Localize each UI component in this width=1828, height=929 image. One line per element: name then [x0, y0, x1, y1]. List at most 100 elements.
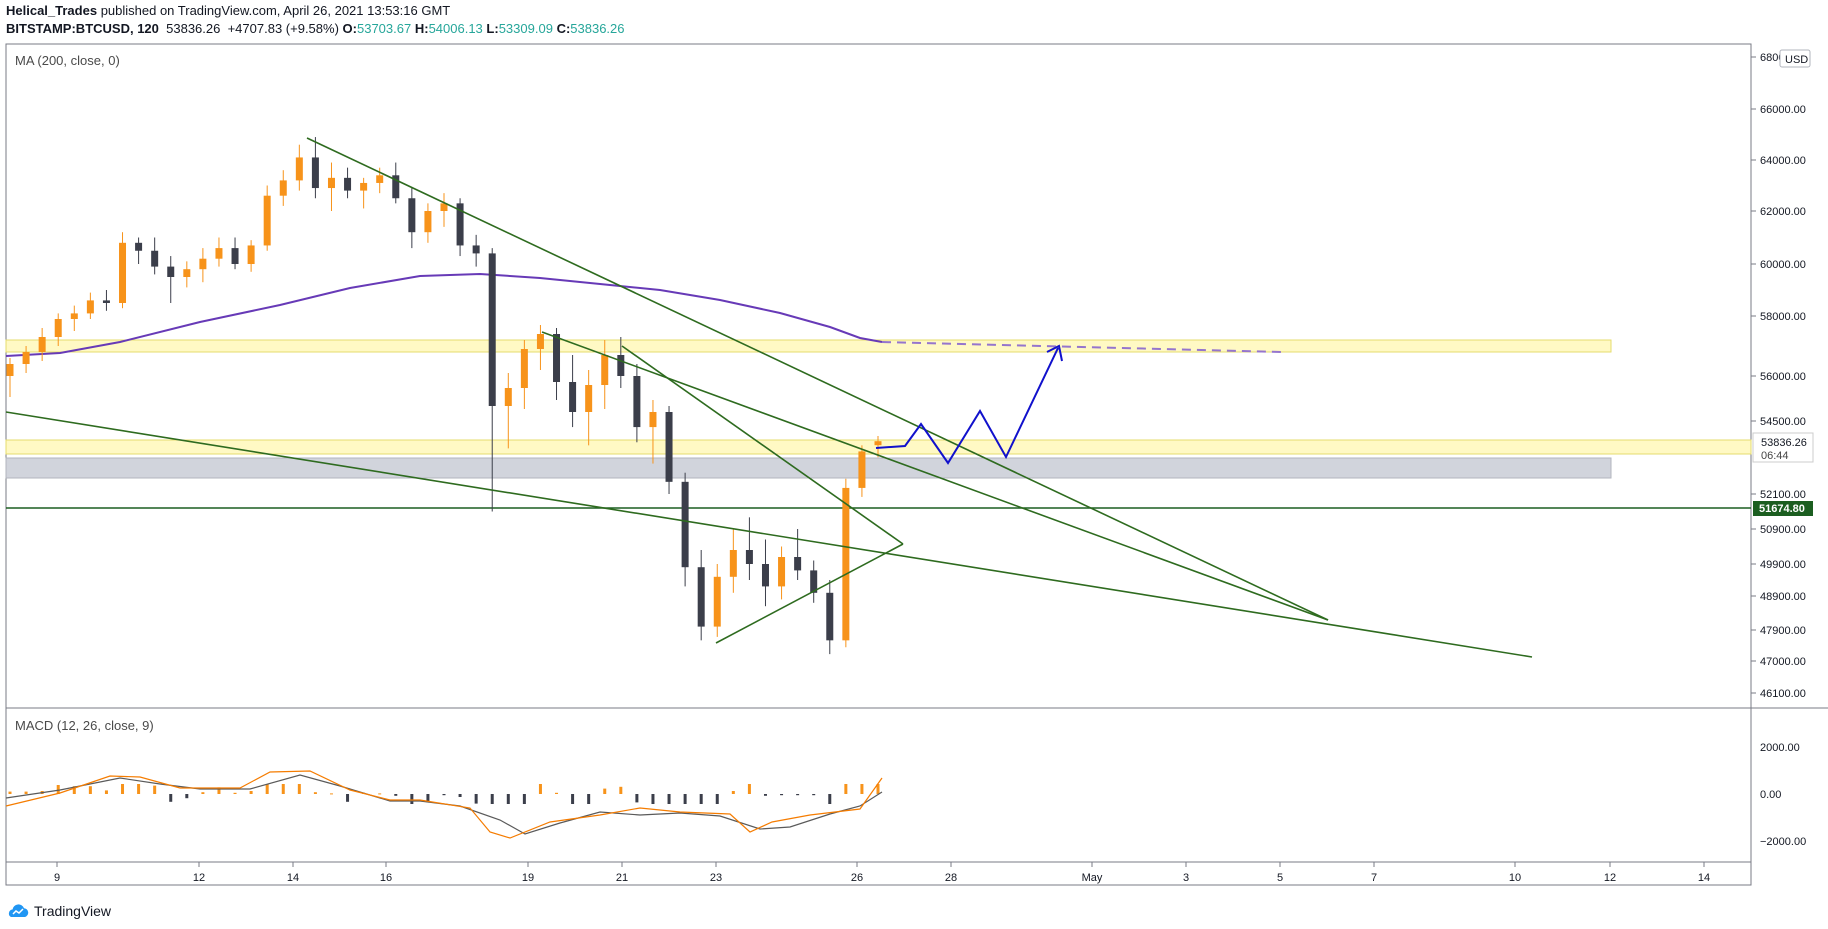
candle-body	[633, 376, 641, 428]
macd-bar	[394, 794, 398, 796]
price-tick-label: 66000.00	[1760, 104, 1806, 116]
currency-badge[interactable]	[1779, 49, 1811, 68]
current-price-value: 53836.26	[1761, 437, 1807, 449]
macd-bar	[249, 791, 253, 794]
time-tick-label: 14	[287, 872, 299, 884]
candle-body	[697, 567, 705, 627]
cloud-icon	[8, 904, 29, 917]
candle-body	[70, 313, 78, 319]
macd-bar	[715, 794, 719, 804]
macd-indicator-label[interactable]: MACD (12, 26, close, 9)	[15, 718, 154, 733]
macd-bar	[137, 784, 141, 794]
wedge-lower-line[interactable]	[715, 543, 904, 644]
candle-body	[826, 592, 834, 641]
price-tick-label: 56000.00	[1760, 371, 1806, 383]
macd-tick-label: 2000.00	[1760, 742, 1800, 754]
candle-body	[119, 242, 127, 303]
macd-bar	[104, 790, 108, 794]
candle-body	[810, 570, 818, 593]
candle-body	[569, 382, 577, 412]
time-tick-label: 21	[616, 872, 628, 884]
candle-body	[761, 564, 769, 587]
candle-body	[713, 576, 721, 627]
macd-signal-line	[5, 774, 883, 835]
candle-body	[376, 175, 384, 183]
candle-body	[842, 487, 850, 641]
time-tick-label: 5	[1277, 872, 1283, 884]
trendline-middle[interactable]	[541, 331, 1329, 621]
candle-body	[215, 248, 223, 259]
macd-bar	[796, 794, 800, 796]
projection-path[interactable]	[875, 347, 1059, 465]
macd-bar	[313, 792, 317, 794]
level-price-tag	[1753, 501, 1813, 516]
candle-body	[311, 157, 319, 189]
macd-bar	[426, 794, 430, 803]
macd-bar	[635, 794, 639, 803]
macd-bar	[346, 794, 350, 802]
tradingview-logo[interactable]: TradingView	[6, 903, 111, 919]
candle-body	[151, 250, 159, 267]
candle-body	[874, 441, 882, 446]
low-label: L:	[486, 21, 499, 36]
candle-body	[794, 557, 802, 571]
time-tick-label: 16	[380, 872, 392, 884]
level-price-value: 51674.80	[1759, 503, 1805, 515]
trendline-upper[interactable]	[306, 137, 1329, 621]
macd-bar	[458, 794, 462, 797]
macd-bar	[683, 794, 687, 804]
last-price: 53836.26	[166, 21, 221, 36]
open-value: 53703.67	[356, 21, 412, 36]
macd-line	[5, 770, 883, 839]
candle-body	[199, 258, 207, 270]
macd-bar	[587, 794, 591, 804]
trendline-lower[interactable]	[5, 411, 1533, 658]
candle-body	[86, 300, 94, 314]
publish-line: Helical_Trades published on TradingView.…	[6, 3, 450, 18]
price-change: +4707.83 (+9.58%)	[227, 21, 339, 36]
symbol-name[interactable]: BITSTAMP:BTCUSD, 120	[6, 21, 159, 36]
time-tick-label: 26	[851, 872, 863, 884]
candle-body	[183, 269, 191, 277]
macd-bar	[201, 792, 205, 794]
macd-bar	[699, 794, 703, 804]
candle-body	[327, 177, 335, 189]
author-name[interactable]: Helical_Trades	[6, 3, 98, 18]
current-price-tag	[1752, 432, 1814, 463]
wedge-upper-line[interactable]	[621, 345, 904, 545]
macd-bar	[619, 786, 623, 794]
published-text: published on TradingView.com, April 26, …	[100, 3, 451, 18]
close-label: C:	[556, 21, 571, 36]
macd-bar	[651, 794, 655, 804]
macd-bar	[731, 791, 735, 794]
candle-body	[360, 182, 368, 191]
macd-bar	[185, 794, 189, 799]
ma-indicator-label[interactable]: MA (200, close, 0)	[15, 53, 120, 68]
macd-bar	[72, 786, 76, 794]
candle-body	[681, 481, 689, 568]
resistance-zone[interactable]	[5, 339, 1612, 353]
candle-body	[601, 355, 609, 385]
macd-bar	[442, 794, 446, 796]
ma-200-line	[5, 272, 883, 357]
price-axis[interactable]: 68000.0066000.0064000.0062000.0060000.00…	[1751, 52, 1806, 700]
open-label: O:	[342, 21, 357, 36]
macd-bar	[297, 784, 301, 794]
macd-bar	[538, 784, 542, 794]
price-tick-label: 48900.00	[1760, 591, 1806, 603]
time-axis[interactable]: 9 12 14 16 19 21 23 26 28 May 3 5 7 10 12 14	[54, 862, 1710, 884]
macd-bar	[780, 794, 784, 796]
candle-body	[295, 157, 303, 181]
grey-zone[interactable]	[5, 457, 1612, 479]
candle-body	[649, 412, 657, 428]
candles	[6, 137, 882, 655]
candle-body	[504, 388, 512, 406]
macd-bar	[56, 785, 60, 794]
low-value: 53309.09	[498, 21, 553, 36]
macd-bar	[8, 791, 12, 794]
macd-bar	[233, 792, 237, 794]
candle-body	[858, 451, 866, 488]
macd-histogram	[8, 784, 880, 804]
candle-body	[392, 175, 400, 199]
